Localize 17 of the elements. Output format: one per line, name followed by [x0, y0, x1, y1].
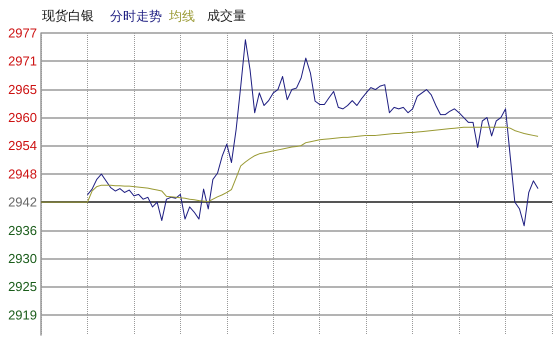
line-series [40, 126, 539, 203]
y-tick-label: 2942 [8, 194, 37, 210]
y-tick-label: 2960 [8, 110, 37, 126]
chart-title: 现货白银 [42, 8, 94, 23]
y-tick-label: 2925 [8, 279, 37, 294]
y-tick-label: 2936 [8, 222, 37, 238]
y-tick-label: 2971 [8, 54, 37, 69]
text: 均线 [168, 8, 195, 24]
text: 成交量 [207, 8, 246, 23]
y-tick-label: 2919 [8, 307, 37, 322]
y-tick-label: 2965 [8, 82, 37, 97]
y-tick-label: 2930 [8, 251, 37, 266]
y-tick-label: 2977 [8, 26, 37, 40]
y-tick-label: 2954 [8, 138, 37, 154]
y-tick-label: 2948 [8, 166, 37, 182]
line-series [86, 39, 539, 226]
text: 分时走势 [110, 8, 162, 24]
